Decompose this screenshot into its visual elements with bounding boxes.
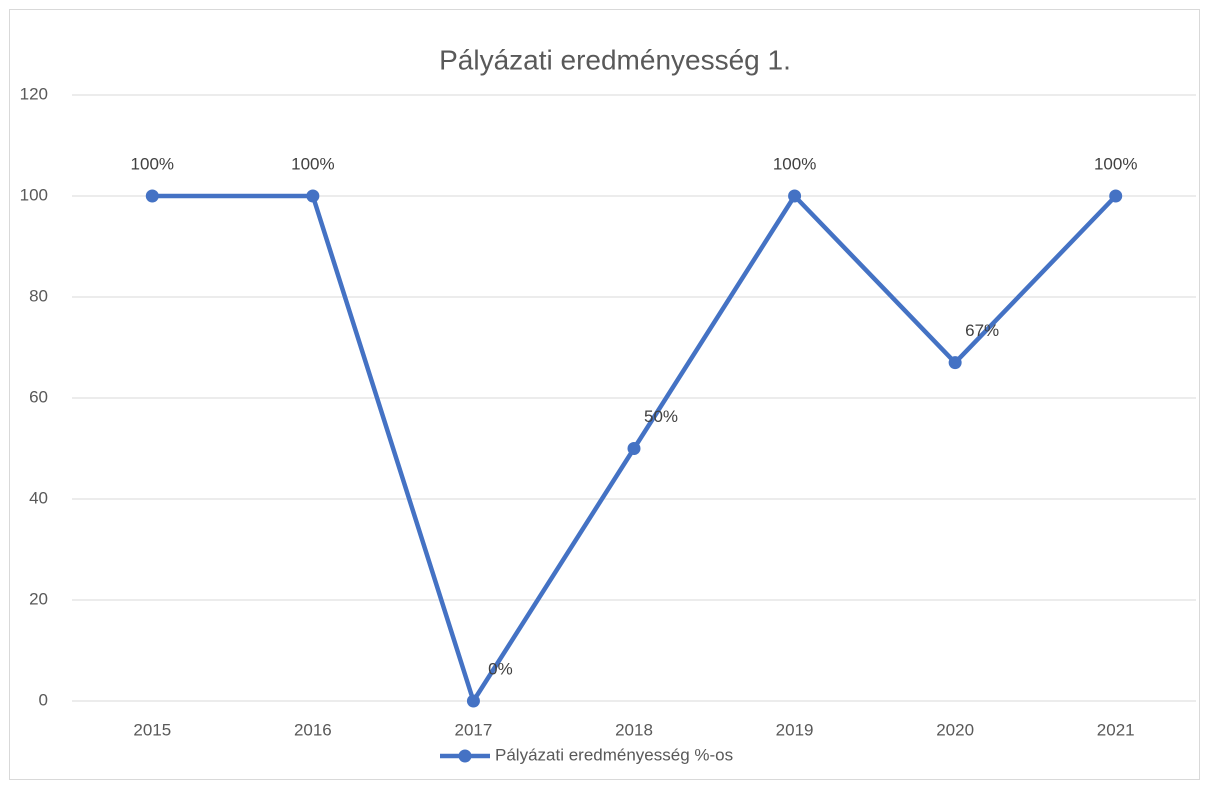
data-label: 100%	[773, 154, 816, 173]
data-label: 100%	[1094, 154, 1137, 173]
legend-label: Pályázati eredményesség %-os	[495, 745, 733, 764]
y-tick-label: 80	[29, 286, 48, 305]
y-tick-label: 120	[20, 84, 48, 103]
data-point	[948, 356, 962, 370]
data-point	[306, 189, 320, 203]
y-tick-label: 60	[29, 387, 48, 406]
chart-frame	[9, 9, 1200, 780]
chart-title: Pályázati eredményesség 1.	[439, 44, 791, 75]
y-tick-label: 0	[39, 690, 48, 709]
data-point	[466, 694, 480, 708]
x-tick-label: 2019	[776, 720, 814, 739]
y-tick-label: 100	[20, 185, 48, 204]
x-tick-label: 2018	[615, 720, 653, 739]
data-label: 100%	[131, 154, 174, 173]
y-tick-label: 20	[29, 589, 48, 608]
x-tick-label: 2020	[936, 720, 974, 739]
data-label: 0%	[488, 659, 513, 678]
y-tick-label: 40	[29, 488, 48, 507]
x-tick-label: 2016	[294, 720, 332, 739]
data-label: 50%	[644, 407, 678, 426]
data-label: 67%	[965, 321, 999, 340]
x-tick-label: 2017	[455, 720, 493, 739]
legend-marker	[458, 749, 472, 763]
data-point	[627, 442, 641, 455]
data-point	[145, 189, 159, 203]
x-tick-label: 2021	[1097, 720, 1135, 739]
data-label: 100%	[291, 154, 334, 173]
data-point	[788, 189, 802, 203]
data-point	[1109, 189, 1123, 203]
x-tick-label: 2015	[133, 720, 171, 739]
